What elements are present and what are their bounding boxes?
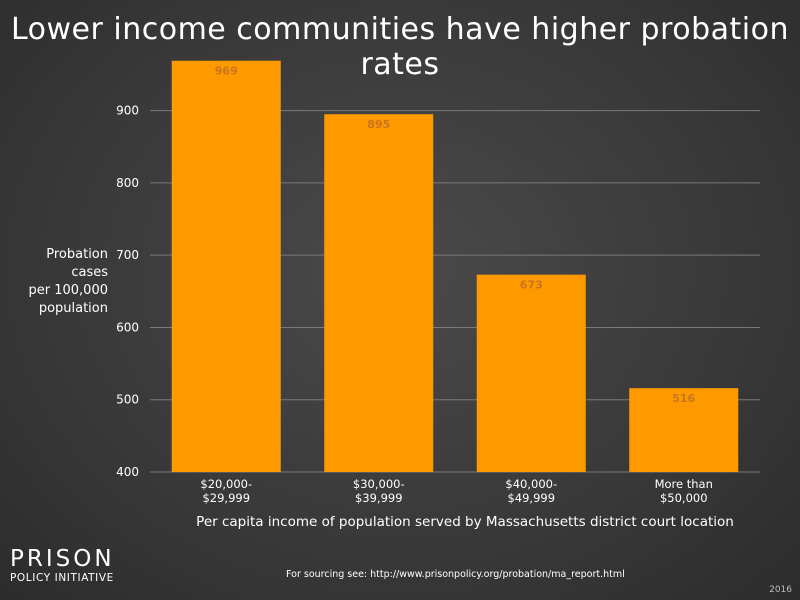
y-tick-label: 600 [116, 320, 139, 334]
bar [171, 60, 281, 472]
x-tick-label: More than $50,000 [655, 477, 713, 505]
logo-text-policy-initiative: POLICY INITIATIVE [10, 572, 114, 584]
x-tick-label: $30,000-$39,999 [353, 477, 405, 505]
y-tick-label: 800 [116, 176, 139, 190]
logo-text-prison: PRISON [10, 546, 115, 572]
x-tick-label: $20,000-$29,999 [200, 477, 252, 505]
data-label: 969 [215, 65, 238, 78]
y-tick-label: 700 [116, 248, 139, 262]
data-label: 895 [367, 118, 390, 131]
data-labels: 969 895 673 516 [215, 65, 696, 405]
bar [476, 274, 586, 472]
y-axis-label: Probation cases per 100,000 population [28, 247, 109, 316]
y-tick-labels: 400 500 600 700 800 900 [116, 104, 139, 479]
bars [171, 60, 739, 473]
y-tick-label: 500 [116, 393, 139, 407]
y-tick-label: 900 [116, 104, 139, 118]
source-note: For sourcing see: http://www.prisonpolic… [286, 569, 625, 580]
prison-policy-initiative-logo: PRISON POLICY INITIATIVE [10, 547, 115, 585]
x-tick-labels: $20,000-$29,999 $30,000-$39,999 $40,000-$4… [200, 477, 713, 505]
x-axis-label: Per capita income of population served b… [196, 514, 734, 530]
year-label: 2016 [769, 585, 792, 595]
bar [324, 114, 434, 473]
chart-title: Lower income communities have higher pro… [10, 12, 790, 82]
data-label: 516 [672, 392, 695, 405]
bar [629, 388, 739, 472]
data-label: 673 [520, 279, 543, 292]
y-tick-label: 400 [116, 465, 139, 479]
x-tick-label: $40,000-$49,999 [505, 477, 557, 505]
